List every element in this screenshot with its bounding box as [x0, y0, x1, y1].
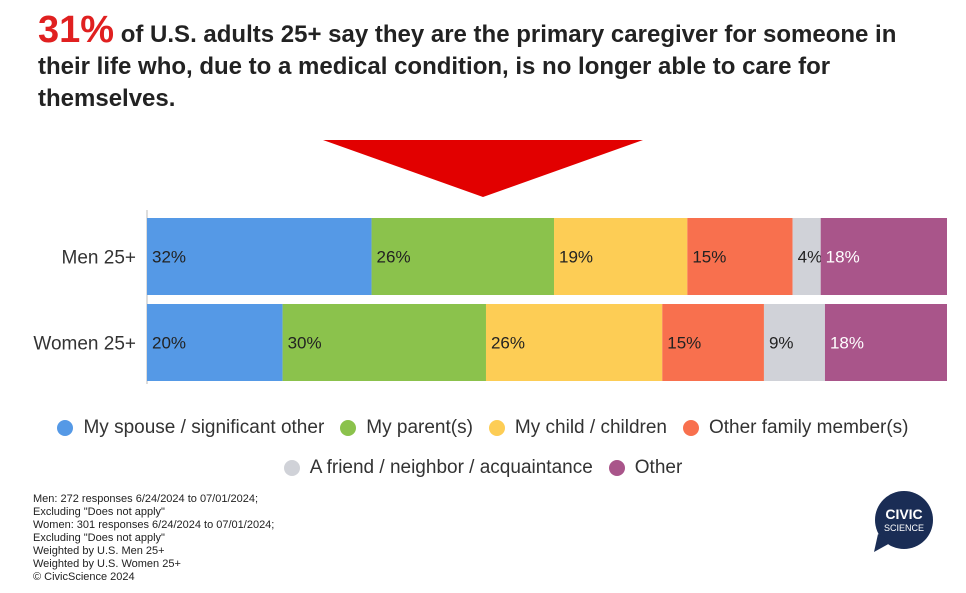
legend-item: My parent(s) [340, 417, 473, 439]
legend-row-1: My spouse / significant other My parent(s… [0, 417, 966, 439]
logo-line-1: CIVIC [885, 506, 922, 522]
bar-segment [147, 304, 283, 381]
legend-item: Other [608, 457, 683, 479]
bar-segment [282, 304, 486, 381]
bar-segment [662, 304, 764, 381]
legend-item: A friend / neighbor / acquaintance [283, 457, 593, 479]
data-label: 9% [769, 334, 794, 353]
data-label: 32% [152, 248, 186, 267]
bar-segment [824, 304, 947, 381]
bar-segment [763, 304, 825, 381]
legend-label: Other family member(s) [708, 417, 909, 438]
methodology-notes: Men: 272 responses 6/24/2024 to 07/01/20… [33, 493, 274, 584]
bar-segment [792, 218, 821, 295]
legend-label: My child / children [514, 417, 667, 438]
data-label: 26% [377, 248, 411, 267]
logo-line-2: SCIENCE [884, 523, 924, 533]
data-label: 19% [559, 248, 593, 267]
bar-segment [687, 218, 793, 295]
bar-segment [820, 218, 947, 295]
legend-item: Other family member(s) [682, 417, 909, 439]
data-label: 18% [830, 334, 864, 353]
legend-swatch [340, 420, 357, 436]
data-label: 30% [288, 334, 322, 353]
note-line: Weighted by U.S. Men 25+ [33, 545, 165, 557]
data-label: 15% [667, 334, 701, 353]
data-label: 15% [692, 248, 726, 267]
legend-row-2: A friend / neighbor / acquaintance Other [0, 457, 966, 479]
stacked-bar-chart: Men 25+ 32% 26% 19% 15% 4% 18%Women 25+ 20% 30% 2… [33, 210, 947, 384]
highlight-stat: 31% [38, 9, 115, 51]
category-label: Men 25+ [62, 248, 136, 269]
down-arrow-icon [323, 140, 643, 197]
legend-item: My child / children [488, 417, 667, 439]
legend-swatch [57, 420, 74, 436]
note-line: Men: 272 responses 6/24/2024 to 07/01/20… [33, 493, 259, 505]
bar-segment [371, 218, 555, 295]
legend-swatch [488, 420, 505, 436]
note-line: Excluding "Does not apply" [33, 532, 165, 544]
note-line: Women: 301 responses 6/24/2024 to 07/01/… [33, 519, 275, 531]
data-label: 20% [152, 334, 186, 353]
legend-item: My spouse / significant other [57, 417, 324, 439]
bar-segment [147, 218, 372, 295]
note-line: Weighted by U.S. Women 25+ [33, 558, 181, 570]
legend-swatch [608, 460, 625, 476]
title-text: of U.S. adults 25+ say they are the prim… [38, 21, 897, 112]
note-line: Excluding "Does not apply" [33, 506, 165, 518]
bar-segment [485, 304, 663, 381]
note-line: © CivicScience 2024 [33, 571, 135, 583]
data-label: 4% [798, 248, 823, 267]
legend-label: My spouse / significant other [83, 417, 325, 438]
legend-swatch [283, 460, 300, 476]
legend-swatch [682, 420, 699, 436]
data-label: 18% [826, 248, 860, 267]
legend-label: A friend / neighbor / acquaintance [309, 457, 593, 478]
bar-segment [554, 218, 688, 295]
category-label: Women 25+ [33, 334, 136, 355]
legend-label: My parent(s) [366, 417, 473, 438]
civicscience-logo: CIVIC SCIENCE [874, 491, 933, 552]
legend-label: Other [634, 457, 683, 478]
data-label: 26% [491, 334, 525, 353]
chart-title: 31% of U.S. adults 25+ say they are the … [38, 11, 953, 115]
